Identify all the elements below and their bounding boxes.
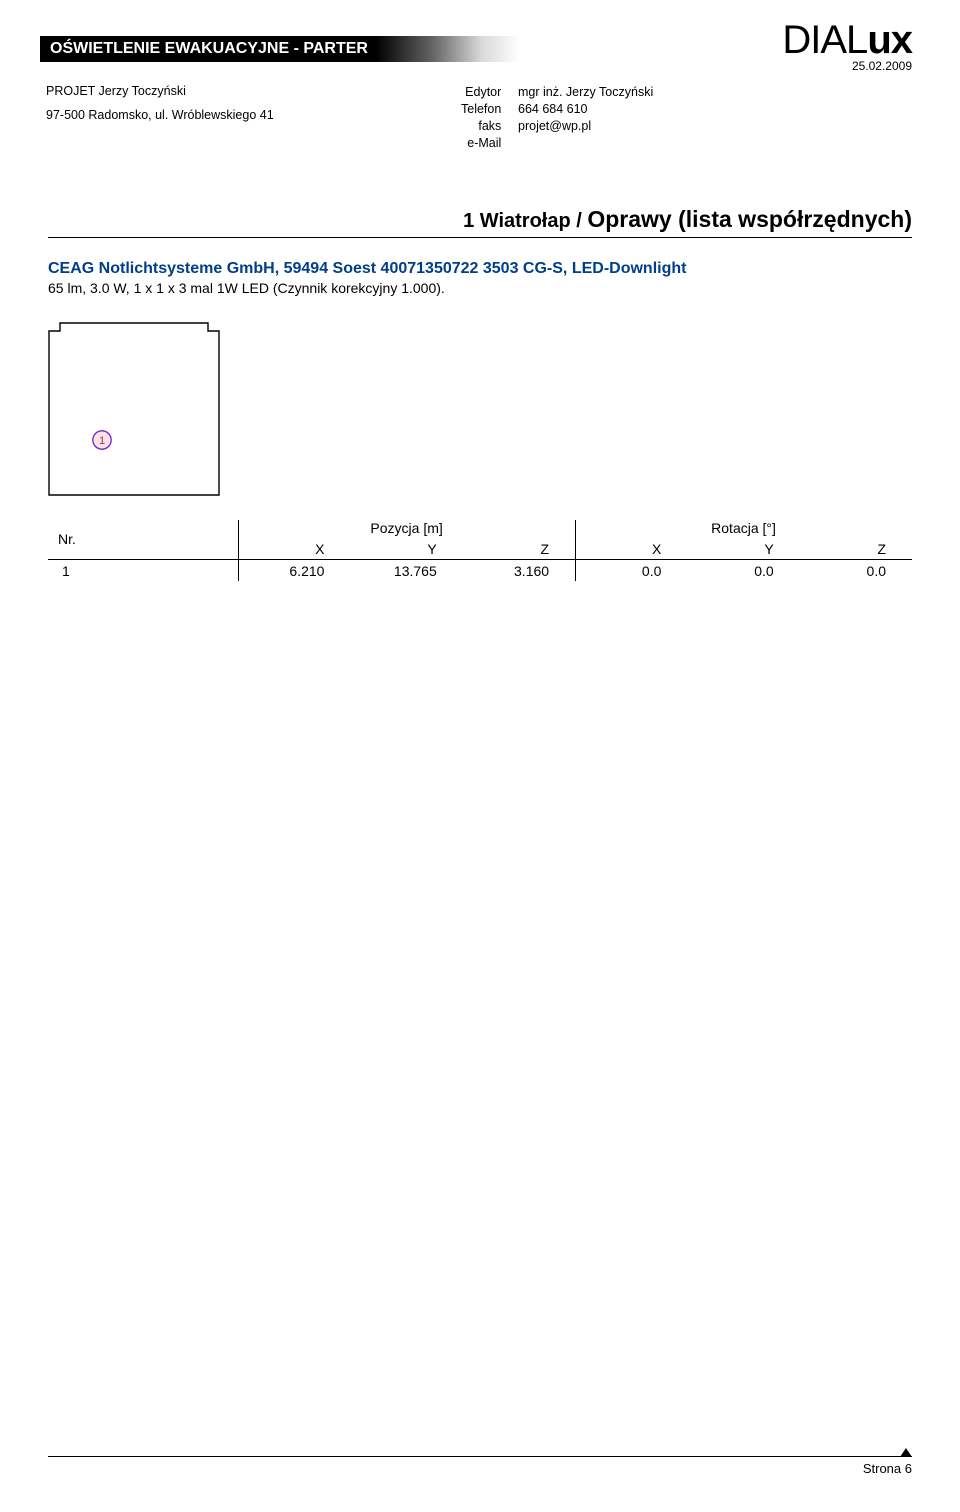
label-fax: faks [461, 118, 507, 135]
cell-px: 6.210 [238, 560, 350, 582]
label-editor: Edytor [461, 84, 507, 101]
logo-bold: ux [867, 18, 912, 62]
document-title: OŚWIETLENIE EWAKUACYJNE - PARTER [50, 40, 368, 58]
table-row: 1 6.210 13.765 3.160 0.0 0.0 0.0 [48, 560, 912, 582]
cell-py: 13.765 [350, 560, 462, 582]
label-phone: Telefon [461, 101, 507, 118]
cell-nr: 1 [48, 560, 238, 582]
product-name: CEAG Notlichtsysteme GmbH, 59494 Soest 4… [48, 260, 912, 278]
header: OŚWIETLENIE EWAKUACYJNE - PARTER DIALux … [48, 36, 912, 126]
diagram-svg: 1 [48, 322, 220, 496]
product-block: CEAG Notlichtsysteme GmbH, 59494 Soest 4… [48, 260, 912, 296]
logo-block: DIALux 25.02.2009 [782, 18, 912, 73]
col-rot-z: Z [800, 538, 912, 560]
coordinates-table: Nr. Pozycja [m] Rotacja [°] X Y Z X Y Z … [48, 520, 912, 581]
svg-text:1: 1 [99, 435, 105, 447]
section-rule [48, 237, 912, 238]
cell-ry: 0.0 [687, 560, 799, 582]
label-email: e-Mail [461, 135, 507, 152]
logo-light: DIAL [782, 18, 867, 62]
cell-rz: 0.0 [800, 560, 912, 582]
project-info-left: PROJET Jerzy Toczyński 97-500 Radomsko, … [46, 84, 274, 132]
cell-pz: 3.160 [463, 560, 575, 582]
coordinates-table-wrap: Nr. Pozycja [m] Rotacja [°] X Y Z X Y Z … [48, 520, 912, 581]
col-group-rotation: Rotacja [°] [575, 520, 912, 538]
value-phone: 664 684 610 [518, 101, 653, 118]
section-title-wrap: 1 Wiatrołap / Oprawy (lista współrzędnyc… [48, 206, 912, 238]
section-title-main: Oprawy (lista współrzędnych) [587, 206, 912, 232]
footer: Strona 6 [48, 1456, 912, 1476]
section-title: 1 Wiatrołap / Oprawy (lista współrzędnyc… [48, 206, 912, 233]
section-title-prefix: 1 Wiatrołap / [463, 210, 587, 232]
app-logo: DIALux [782, 18, 912, 63]
col-group-position: Pozycja [m] [238, 520, 575, 538]
page-number: Strona 6 [48, 1461, 912, 1476]
floor-diagram: 1 [48, 322, 220, 496]
footer-rule [48, 1456, 912, 1457]
footer-up-triangle-icon [900, 1448, 912, 1457]
company-address: 97-500 Radomsko, ul. Wróblewskiego 41 [46, 108, 274, 122]
company-name: PROJET Jerzy Toczyński [46, 84, 274, 98]
contact-values: mgr inż. Jerzy Toczyński 664 684 610 pro… [518, 84, 653, 135]
document-title-bar: OŚWIETLENIE EWAKUACYJNE - PARTER [40, 36, 520, 62]
contact-labels: Edytor Telefon faks e-Mail [461, 84, 507, 152]
col-nr: Nr. [48, 520, 238, 560]
cell-rx: 0.0 [575, 560, 687, 582]
col-rot-y: Y [687, 538, 799, 560]
col-pos-z: Z [463, 538, 575, 560]
col-pos-y: Y [350, 538, 462, 560]
value-email: projet@wp.pl [518, 118, 653, 135]
product-detail: 65 lm, 3.0 W, 1 x 1 x 3 mal 1W LED (Czyn… [48, 280, 912, 296]
table-header-row-1: Nr. Pozycja [m] Rotacja [°] [48, 520, 912, 538]
col-rot-x: X [575, 538, 687, 560]
col-pos-x: X [238, 538, 350, 560]
page: OŚWIETLENIE EWAKUACYJNE - PARTER DIALux … [0, 0, 960, 1512]
value-editor: mgr inż. Jerzy Toczyński [518, 84, 653, 101]
